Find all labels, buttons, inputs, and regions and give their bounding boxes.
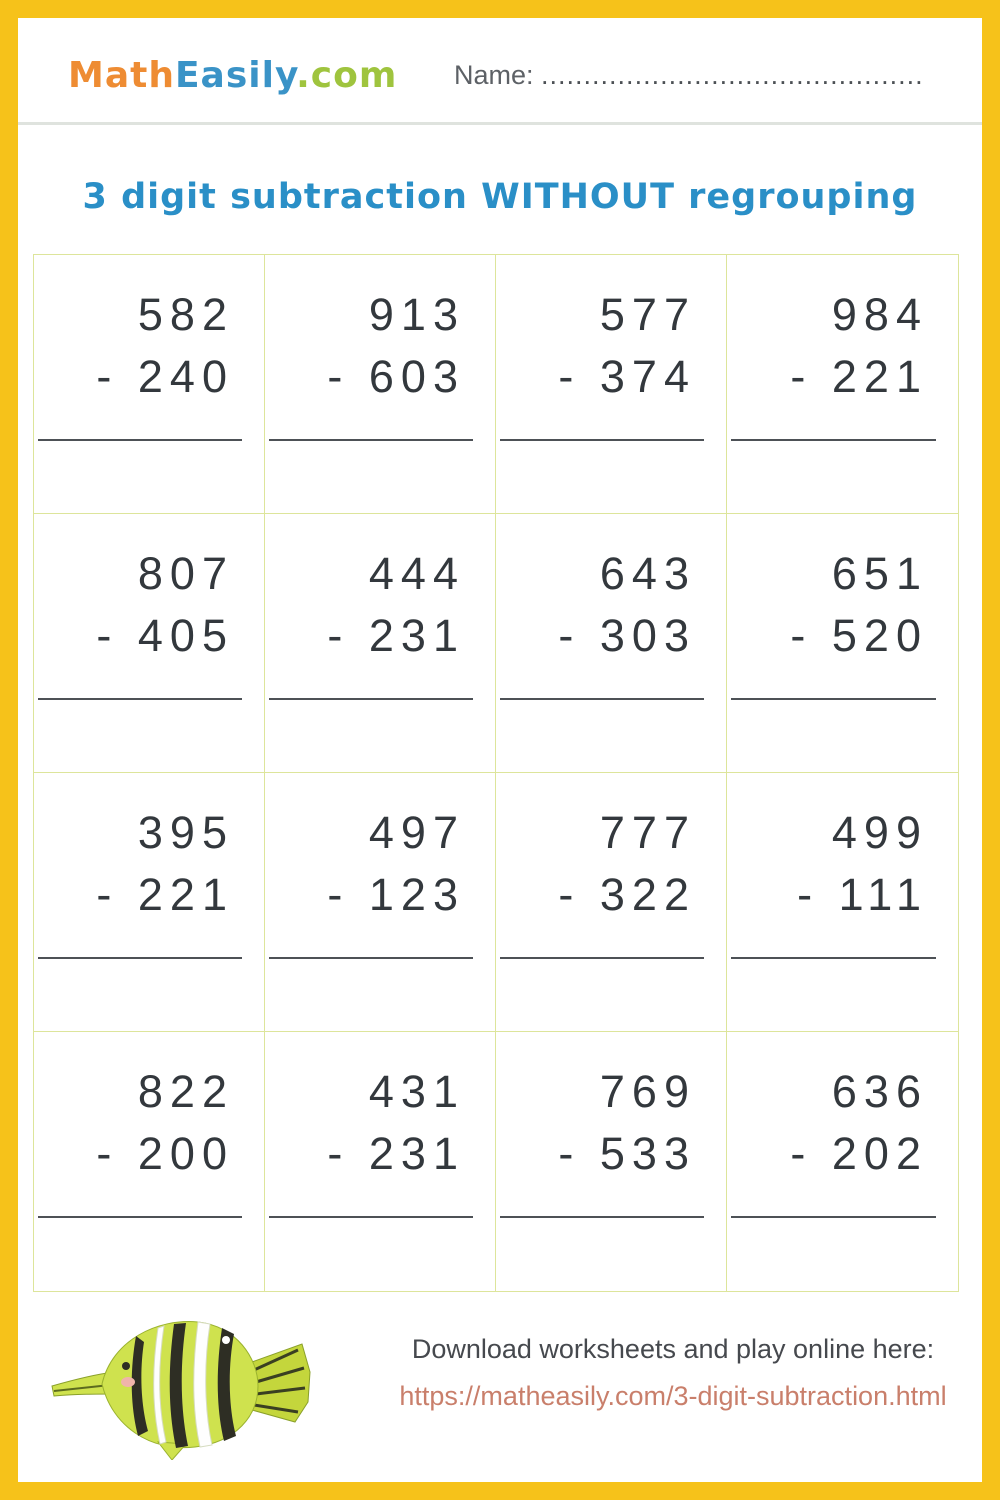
logo-part-easily: Easily [174, 54, 297, 96]
logo-part-math: Math [68, 54, 175, 96]
problem-cell-11: 777 - 322 [496, 773, 727, 1032]
subtrahend-value: - 202 [790, 1128, 928, 1179]
subtrahend-value: - 231 [327, 1128, 465, 1179]
minuend-value: 577 [599, 289, 696, 340]
minuend-value: 636 [831, 1066, 928, 1117]
subtrahend-value: - 322 [558, 869, 696, 920]
answer-line[interactable] [269, 1216, 473, 1218]
answer-line[interactable] [500, 957, 704, 959]
problem-cell-14: 431 - 231 [265, 1032, 496, 1291]
answer-line[interactable] [731, 1216, 936, 1218]
answer-line[interactable] [38, 1216, 242, 1218]
page-title: 3 digit subtraction WITHOUT regrouping [82, 177, 918, 217]
minuend-value: 497 [368, 807, 465, 858]
minuend-value: 643 [599, 548, 696, 599]
fish-eye [122, 1362, 130, 1370]
problem-cell-10: 497 - 123 [265, 773, 496, 1032]
answer-line[interactable] [731, 957, 936, 959]
problem-cell-3: 577 - 374 [496, 255, 727, 514]
name-fill-in-line[interactable]: ........................................… [541, 59, 924, 90]
problem-cell-9: 395 - 221 [34, 773, 265, 1032]
problem-cell-7: 643 - 303 [496, 514, 727, 773]
subtrahend-value: - 221 [790, 351, 928, 402]
answer-line[interactable] [38, 439, 242, 441]
tropical-fish-icon [40, 1310, 320, 1465]
fish-tail [251, 1343, 311, 1423]
minuend-value: 769 [599, 1066, 696, 1117]
subtrahend-value: - 405 [96, 610, 234, 661]
subtrahend-value: - 240 [96, 351, 234, 402]
subtrahend-value: - 221 [96, 869, 234, 920]
subtrahend-value: - 111 [797, 869, 928, 920]
minuend-value: 582 [137, 289, 234, 340]
minuend-value: 913 [368, 289, 465, 340]
problem-cell-2: 913 - 603 [265, 255, 496, 514]
answer-line[interactable] [269, 698, 473, 700]
worksheet-link[interactable]: https://matheasily.com/3-digit-subtracti… [399, 1381, 947, 1411]
minuend-value: 807 [137, 548, 234, 599]
problem-cell-13: 822 - 200 [34, 1032, 265, 1291]
problem-cell-5: 807 - 405 [34, 514, 265, 773]
answer-line[interactable] [500, 439, 704, 441]
problem-cell-16: 636 - 202 [727, 1032, 958, 1291]
minuend-value: 822 [137, 1066, 234, 1117]
problems-grid: 582 - 240 913 - 603 577 - 374 984 - 221 … [33, 254, 959, 1292]
problem-cell-15: 769 - 533 [496, 1032, 727, 1291]
problem-cell-12: 499 - 111 [727, 773, 958, 1032]
problem-cell-4: 984 - 221 [727, 255, 958, 514]
subtrahend-value: - 533 [558, 1128, 696, 1179]
answer-line[interactable] [269, 439, 473, 441]
matheasily-logo: MathEasily.com [68, 55, 397, 96]
subtrahend-value: - 231 [327, 610, 465, 661]
answer-line[interactable] [731, 439, 936, 441]
minuend-value: 777 [599, 807, 696, 858]
worksheet-footer: Download worksheets and play online here… [18, 1292, 982, 1482]
minuend-value: 499 [831, 807, 928, 858]
answer-line[interactable] [731, 698, 936, 700]
answer-line[interactable] [500, 698, 704, 700]
answer-line[interactable] [38, 698, 242, 700]
subtrahend-value: - 123 [327, 869, 465, 920]
problem-cell-1: 582 - 240 [34, 255, 265, 514]
subtrahend-value: - 374 [558, 351, 696, 402]
problem-cell-6: 444 - 231 [265, 514, 496, 773]
logo-part-com: .com [296, 54, 398, 96]
worksheet-header: MathEasily.com Name: ...................… [18, 18, 982, 125]
subtrahend-value: - 520 [790, 610, 928, 661]
minuend-value: 431 [368, 1066, 465, 1117]
answer-line[interactable] [269, 957, 473, 959]
problem-cell-8: 651 - 520 [727, 514, 958, 773]
subtrahend-value: - 303 [558, 610, 696, 661]
name-field[interactable]: Name: ..................................… [454, 60, 924, 91]
minuend-value: 984 [831, 289, 928, 340]
subtrahend-value: - 200 [96, 1128, 234, 1179]
minuend-value: 395 [137, 807, 234, 858]
download-text: Download worksheets and play online here… [411, 1334, 935, 1364]
subtrahend-value: - 603 [327, 351, 465, 402]
minuend-value: 444 [368, 548, 465, 599]
name-label: Name: [454, 59, 534, 90]
answer-line[interactable] [500, 1216, 704, 1218]
minuend-value: 651 [831, 548, 928, 599]
answer-line[interactable] [38, 957, 242, 959]
